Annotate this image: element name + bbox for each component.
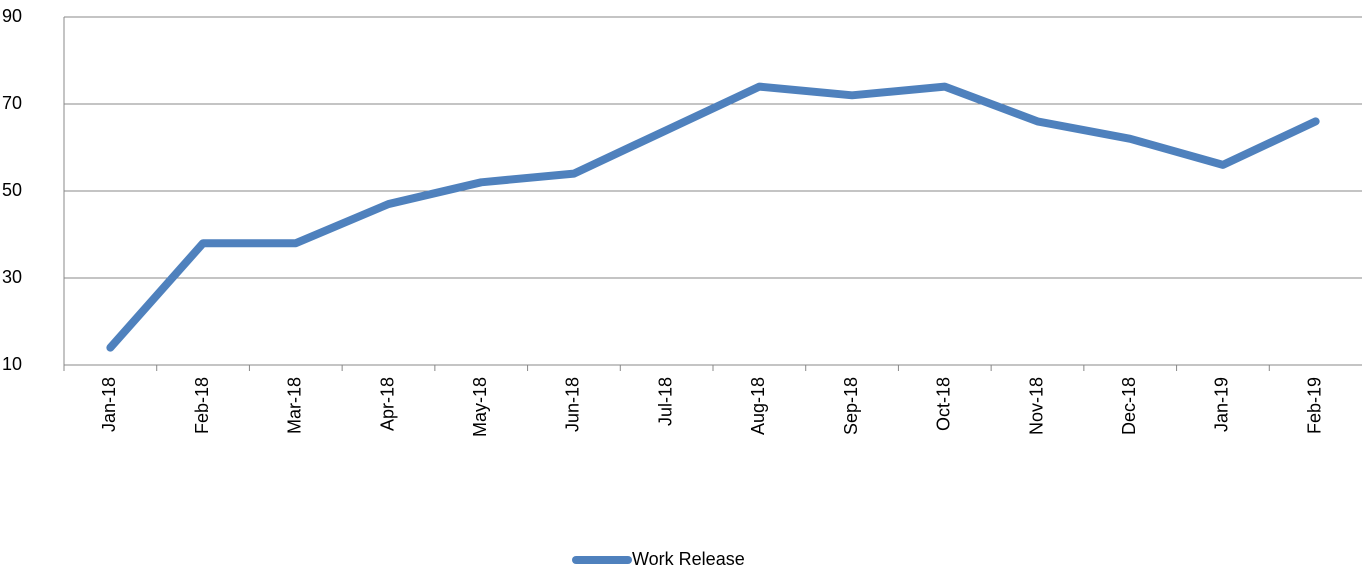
x-tick-label: May-18	[470, 377, 490, 437]
x-tick-label: Feb-18	[192, 377, 212, 434]
x-tick-label: Mar-18	[285, 377, 305, 434]
y-tick-label: 70	[2, 93, 22, 113]
data-line	[106, 82, 1320, 352]
x-tick-label: Jun-18	[563, 377, 583, 432]
x-tick-label: Dec-18	[1119, 377, 1139, 435]
x-tick-label: Feb-19	[1304, 377, 1324, 434]
y-tick-label: 50	[2, 180, 22, 200]
x-tick-label: Jan-19	[1212, 377, 1232, 432]
x-tick-label: Oct-18	[934, 377, 954, 431]
y-tick-label: 30	[2, 267, 22, 287]
x-tick-label: Sep-18	[841, 377, 861, 435]
y-tick-label: 10	[2, 354, 22, 374]
x-tick-label: Jul-18	[655, 377, 675, 426]
y-tick-label: 90	[2, 6, 22, 26]
x-tick-label: Jan-18	[99, 377, 119, 432]
x-tick-label: Nov-18	[1026, 377, 1046, 435]
legend-label: Work Release	[632, 549, 745, 569]
x-tick-label: Aug-18	[748, 377, 768, 435]
x-tick-label: Apr-18	[377, 377, 397, 431]
